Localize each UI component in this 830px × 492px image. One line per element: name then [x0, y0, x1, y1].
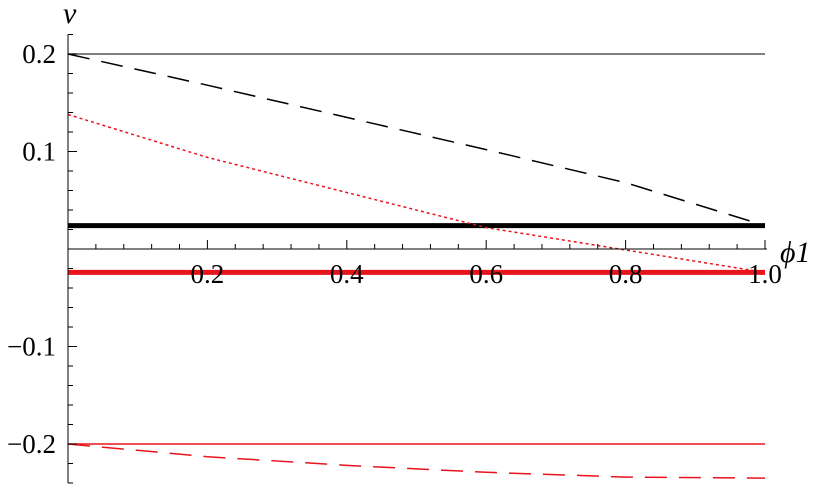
x-tick-label: 0.6: [469, 259, 503, 289]
x-tick-label: 0.8: [609, 259, 643, 289]
y-axis-label: v: [63, 0, 77, 30]
x-tick-label: 1.0: [748, 259, 782, 289]
x-axis-label: ϕ1: [780, 236, 811, 269]
y-tick-label: −0.2: [7, 429, 56, 459]
series-line-7: [67, 443, 766, 479]
axes-layer: 0.2 0.4 0.6 0.8 1.0 0.2 0.1 −0.1 −0.2: [7, 34, 782, 484]
series-layer: [67, 53, 766, 479]
y-tick-label: 0.1: [22, 137, 56, 167]
x-tick-label: 0.4: [330, 259, 364, 289]
series-line-4: [67, 113, 766, 274]
series-line-2: [67, 53, 766, 227]
y-tick-label: −0.1: [7, 332, 56, 362]
y-tick-label: 0.2: [22, 39, 56, 69]
x-tick-label: 0.2: [191, 259, 225, 289]
